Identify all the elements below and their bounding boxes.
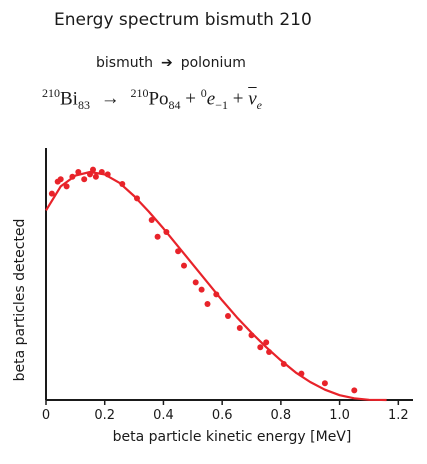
data-point	[87, 171, 93, 178]
data-point	[192, 279, 199, 286]
data-point	[48, 190, 55, 197]
x-axis-label: beta particle kinetic energy [MeV]	[113, 429, 352, 445]
data-point	[92, 173, 99, 180]
po-symbol: Po	[148, 88, 169, 110]
data-point	[148, 217, 155, 223]
data-point	[266, 349, 273, 355]
data-point	[181, 262, 187, 269]
data-point	[298, 370, 305, 377]
data-point	[134, 195, 140, 202]
reaction-to: polonium	[180, 55, 246, 71]
antineutrino-subscript: e	[256, 98, 262, 113]
data-point	[75, 169, 82, 175]
electron-charge: −1	[215, 98, 228, 113]
data-point	[69, 173, 76, 180]
data-point	[213, 291, 220, 298]
fit-curve	[45, 170, 387, 402]
x-tick-label: 0	[42, 408, 50, 423]
po-atomic-number: 84	[168, 98, 181, 113]
plus-sign: +	[185, 88, 196, 110]
bi-atomic-number: 83	[77, 98, 90, 113]
y-axis-label: beta particles detected	[12, 219, 28, 382]
reaction-description: bismuth ➔ polonium	[96, 55, 246, 71]
data-point	[204, 301, 211, 307]
bi-symbol: Bi	[60, 88, 78, 110]
x-tick-label: 1.0	[329, 408, 350, 423]
data-point	[163, 229, 170, 235]
bi-mass-number: 210	[42, 86, 60, 100]
po-mass-number: 210	[130, 86, 149, 100]
electron-mass-number: 0	[200, 86, 207, 100]
data-point	[198, 286, 205, 293]
reaction-arrow-icon: →	[100, 88, 120, 110]
data-point	[280, 361, 287, 367]
reaction-from: bismuth	[96, 55, 153, 71]
data-point	[81, 176, 88, 183]
antineutrino-symbol: ν	[248, 88, 257, 110]
decay-equation: 210Bi83 → 210Po84 + 0e−1 + νe	[42, 86, 262, 113]
electron-symbol: e	[206, 88, 216, 110]
x-tick-label: 0.6	[212, 408, 233, 423]
data-point	[119, 181, 126, 187]
data-point	[104, 171, 111, 178]
page-title: Energy spectrum bismuth 210	[54, 10, 312, 30]
x-tick-label: 0.2	[94, 408, 115, 423]
right-arrow-icon: ➔	[160, 55, 173, 71]
data-point	[225, 313, 231, 319]
data-point	[248, 332, 255, 339]
data-point	[57, 176, 64, 183]
x-tick-label: 0.8	[271, 408, 292, 423]
data-point	[98, 169, 105, 175]
data-point	[63, 183, 70, 190]
x-tick-label: 1.2	[388, 408, 409, 423]
data-point	[154, 233, 161, 240]
data-point	[236, 325, 243, 331]
data-point	[263, 339, 270, 346]
data-point	[175, 248, 182, 255]
x-tick-label: 0.4	[153, 408, 174, 423]
plus-sign-2: +	[232, 88, 244, 110]
data-point	[257, 344, 264, 351]
data-point	[321, 380, 328, 387]
data-point	[90, 166, 96, 173]
data-point	[351, 387, 358, 394]
